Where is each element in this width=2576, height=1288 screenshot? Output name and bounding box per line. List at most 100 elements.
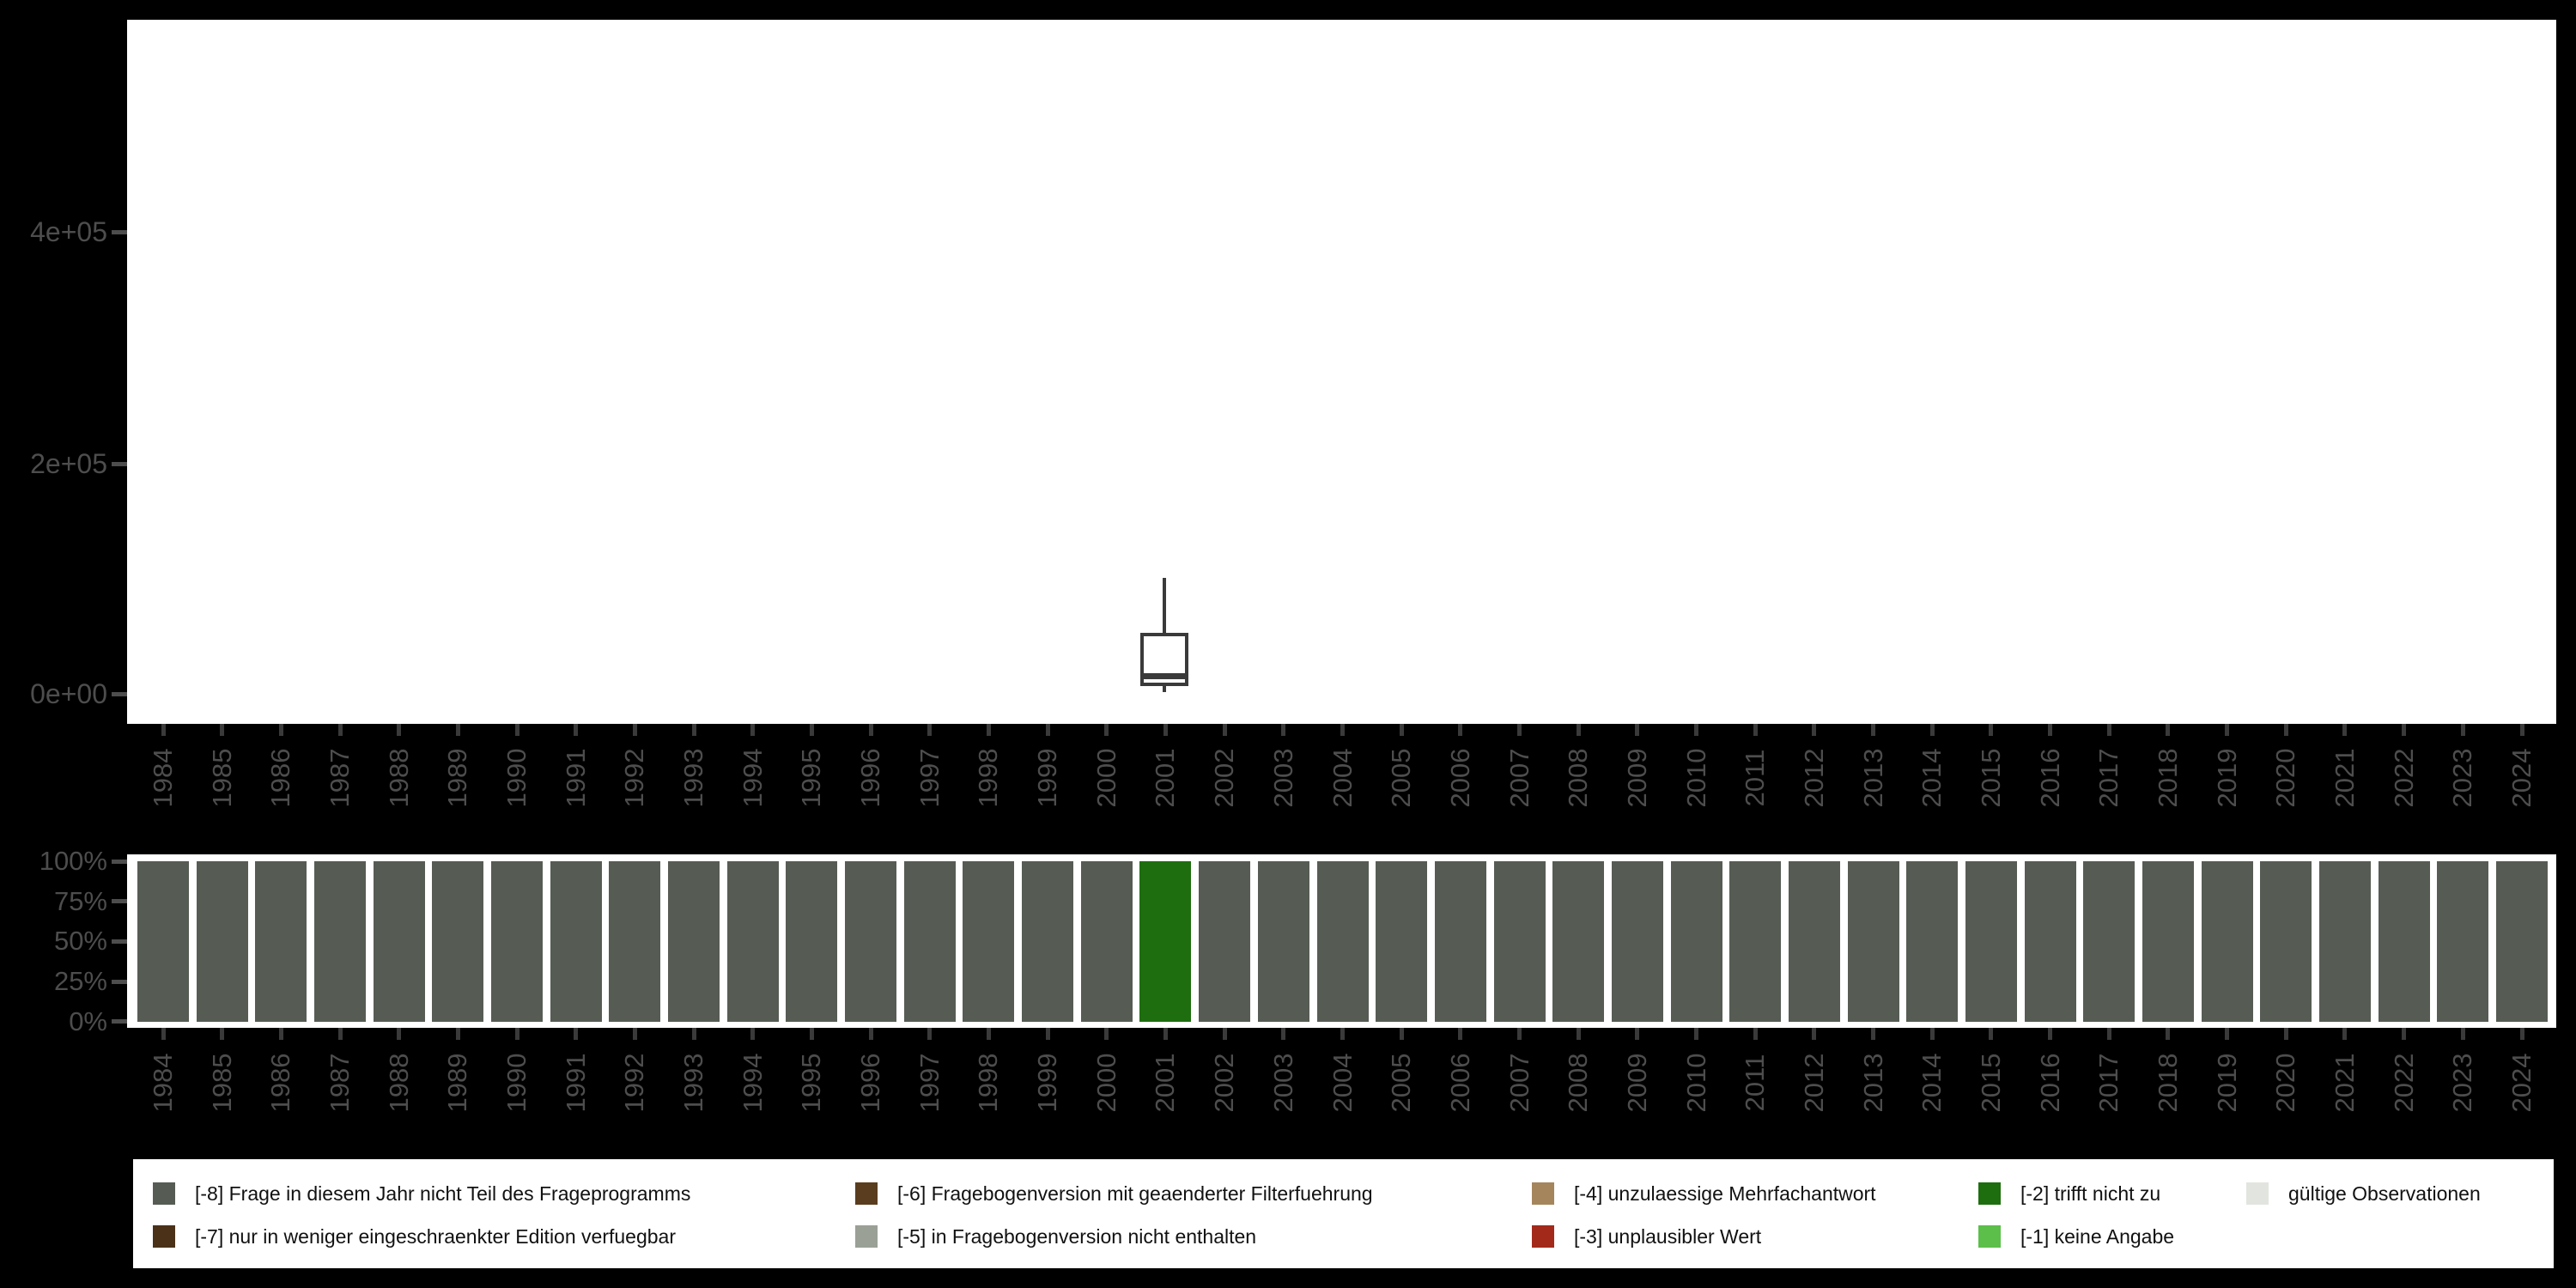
x-tick bbox=[1929, 724, 1935, 736]
x-tick-label-1997: 1997 bbox=[914, 748, 945, 808]
x-tick-label-2022: 2022 bbox=[2388, 1053, 2419, 1113]
x-tick-label-2010: 2010 bbox=[1680, 1053, 1711, 1113]
x-tick bbox=[1871, 724, 1876, 736]
x-tick-label-1996: 1996 bbox=[855, 1053, 886, 1113]
legend-item-[-8]: [-8] Frage in diesem Jahr nicht Teil des… bbox=[153, 1180, 690, 1207]
y-tick bbox=[112, 980, 127, 984]
x-tick-label-2001: 2001 bbox=[1150, 1053, 1181, 1113]
x-tick-label-2006: 2006 bbox=[1444, 1053, 1475, 1113]
stack-bar-2004 bbox=[1316, 861, 1369, 1022]
legend-item-valid: gültige Observationen bbox=[2246, 1180, 2481, 1207]
legend-item-[-2]: [-2] trifft nicht zu bbox=[1978, 1180, 2160, 1207]
x-tick bbox=[1104, 1028, 1109, 1040]
x-tick-label-2014: 2014 bbox=[1917, 748, 1947, 808]
legend-label-[-6]: [-6] Fragebogenversion mit geaenderter F… bbox=[897, 1182, 1373, 1205]
x-tick-label-2006: 2006 bbox=[1444, 748, 1475, 808]
x-tick bbox=[2519, 724, 2524, 736]
stack-bar-2001 bbox=[1139, 861, 1192, 1022]
x-tick-label-2020: 2020 bbox=[2270, 748, 2301, 808]
stack-bar-1999 bbox=[1022, 861, 1074, 1022]
x-tick-label-2017: 2017 bbox=[2093, 748, 2124, 808]
x-tick-label-2013: 2013 bbox=[1857, 1053, 1888, 1113]
x-tick bbox=[868, 724, 873, 736]
x-tick bbox=[397, 724, 402, 736]
stack-bar-1992 bbox=[609, 861, 661, 1022]
stack-bar-2005 bbox=[1376, 861, 1428, 1022]
x-tick-label-1988: 1988 bbox=[383, 1053, 414, 1113]
stack-bar-1987 bbox=[314, 861, 367, 1022]
x-tick-label-2002: 2002 bbox=[1209, 748, 1240, 808]
legend-label-[-3]: [-3] unplausibler Wert bbox=[1574, 1225, 1762, 1248]
stack-bar-2013 bbox=[1847, 861, 1899, 1022]
x-tick bbox=[2283, 1028, 2288, 1040]
x-tick-label-2000: 2000 bbox=[1091, 748, 1121, 808]
stack-bar-1984 bbox=[137, 861, 189, 1022]
x-tick bbox=[2342, 724, 2348, 736]
x-tick-label-2009: 2009 bbox=[1621, 1053, 1652, 1113]
x-tick-label-2015: 2015 bbox=[1975, 748, 2006, 808]
x-tick bbox=[1458, 1028, 1463, 1040]
stack-bar-2021 bbox=[2318, 861, 2371, 1022]
x-tick-label-1998: 1998 bbox=[973, 748, 1004, 808]
stack-bar-2003 bbox=[1257, 861, 1309, 1022]
x-tick bbox=[2225, 1028, 2230, 1040]
x-tick-label-1990: 1990 bbox=[501, 748, 532, 808]
x-tick bbox=[1753, 724, 1758, 736]
x-tick-label-1994: 1994 bbox=[737, 748, 768, 808]
x-tick bbox=[691, 724, 696, 736]
x-tick-label-2019: 2019 bbox=[2211, 1053, 2242, 1113]
x-tick-label-2010: 2010 bbox=[1680, 748, 1711, 808]
x-tick-label-1984: 1984 bbox=[148, 1053, 178, 1113]
x-tick bbox=[1576, 724, 1581, 736]
x-tick bbox=[574, 1028, 579, 1040]
x-tick-label-2007: 2007 bbox=[1504, 748, 1534, 808]
legend-item-[-3]: [-3] unplausibler Wert bbox=[1532, 1223, 1761, 1250]
x-tick-label-2005: 2005 bbox=[1386, 1053, 1417, 1113]
x-tick bbox=[632, 1028, 637, 1040]
x-tick-label-2023: 2023 bbox=[2447, 748, 2478, 808]
stack-bar-2017 bbox=[2083, 861, 2136, 1022]
x-tick-label-2004: 2004 bbox=[1327, 1053, 1358, 1113]
legend-label-[-4]: [-4] unzulaessige Mehrfachantwort bbox=[1574, 1182, 1876, 1205]
x-tick bbox=[1929, 1028, 1935, 1040]
legend-swatch-[-5] bbox=[855, 1225, 878, 1248]
x-tick-label-1989: 1989 bbox=[442, 1053, 473, 1113]
legend-swatch-[-4] bbox=[1532, 1182, 1554, 1205]
x-tick bbox=[691, 1028, 696, 1040]
y-tick-label: 4e+05 bbox=[30, 216, 107, 247]
x-tick bbox=[2519, 1028, 2524, 1040]
y-tick-label: 100% bbox=[39, 846, 107, 876]
y-tick-label: 25% bbox=[53, 966, 107, 996]
y-tick bbox=[112, 860, 127, 864]
x-tick bbox=[2342, 1028, 2348, 1040]
x-tick bbox=[1340, 724, 1345, 736]
stack-bar-1988 bbox=[373, 861, 425, 1022]
x-tick-label-1985: 1985 bbox=[206, 748, 237, 808]
x-tick bbox=[1399, 724, 1404, 736]
stack-bar-2010 bbox=[1670, 861, 1722, 1022]
stack-bar-1993 bbox=[668, 861, 720, 1022]
x-tick-label-2014: 2014 bbox=[1917, 1053, 1947, 1113]
x-tick bbox=[278, 724, 283, 736]
legend-label-[-2]: [-2] trifft nicht zu bbox=[2020, 1182, 2161, 1205]
y-tick-label: 2e+05 bbox=[30, 448, 107, 479]
stack-bar-1998 bbox=[963, 861, 1015, 1022]
x-tick-label-2021: 2021 bbox=[2329, 1053, 2360, 1113]
x-tick bbox=[750, 724, 756, 736]
stack-bar-2022 bbox=[2378, 861, 2430, 1022]
stack-bar-2015 bbox=[1965, 861, 2017, 1022]
x-tick-label-1990: 1990 bbox=[501, 1053, 532, 1113]
x-tick-label-2011: 2011 bbox=[1740, 1054, 1771, 1112]
x-tick-label-2024: 2024 bbox=[2506, 748, 2537, 808]
x-tick bbox=[1989, 1028, 1994, 1040]
x-tick bbox=[2166, 724, 2171, 736]
x-tick-label-2012: 2012 bbox=[1798, 748, 1829, 808]
x-tick-label-2008: 2008 bbox=[1563, 1053, 1594, 1113]
x-tick-label-2016: 2016 bbox=[2034, 1053, 2065, 1113]
x-tick-label-1995: 1995 bbox=[796, 748, 827, 808]
y-tick bbox=[112, 230, 127, 234]
x-tick-label-1996: 1996 bbox=[855, 748, 886, 808]
x-tick bbox=[2106, 1028, 2111, 1040]
stack-bar-1990 bbox=[491, 861, 544, 1022]
stack-bar-2007 bbox=[1493, 861, 1546, 1022]
